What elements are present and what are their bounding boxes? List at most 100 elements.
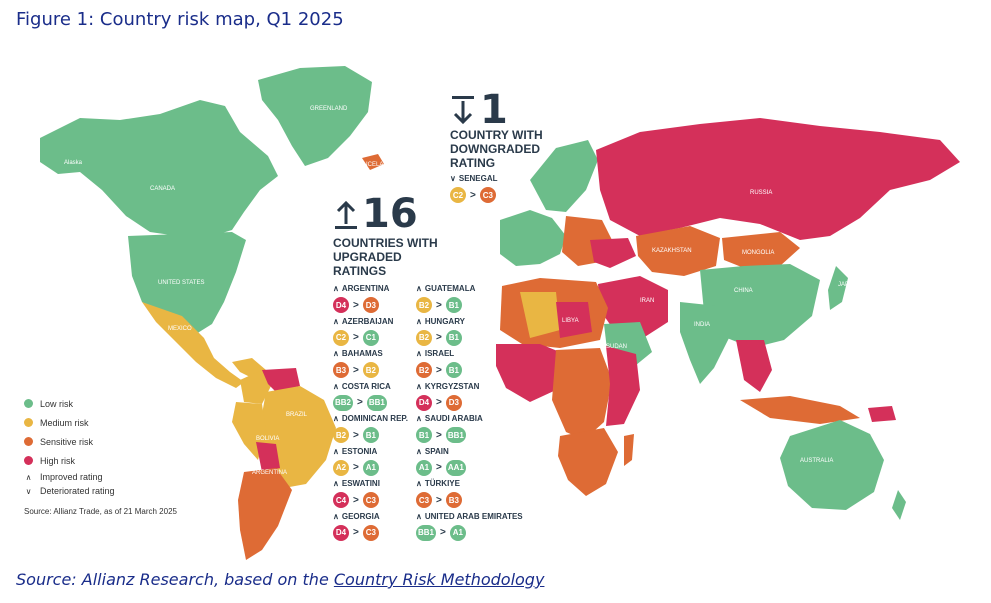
caret-up-icon: ∧ xyxy=(333,381,339,391)
caret-up-icon: ∧ xyxy=(333,349,339,358)
caret-up-icon: ∧ xyxy=(416,479,422,488)
ukraine-shape xyxy=(590,238,636,268)
arrow-right-icon: > xyxy=(357,397,363,408)
rating-from-chip: B1 xyxy=(416,427,432,443)
png-shape xyxy=(868,406,896,422)
upgrade-entry: ∧ DOMINICAN REP. B2 > B1 xyxy=(333,414,413,443)
arrow-right-icon: > xyxy=(440,527,446,538)
rating-to-chip: BB1 xyxy=(445,427,466,443)
entry-country: ESWATINI xyxy=(341,479,380,488)
downgraded-title-1: COUNTRY WITH xyxy=(450,128,543,142)
world-risk-map: GREENLAND Alaska CANADA UNITED STATES ME… xyxy=(40,66,960,560)
caret-up-icon: ∧ xyxy=(333,414,339,423)
rating-from-chip: B2 xyxy=(416,329,432,346)
rating-to-chip: A1 xyxy=(449,524,466,541)
entry-country: ARGENTINA xyxy=(341,284,390,293)
downgraded-title-2: DOWNGRADED xyxy=(450,142,540,156)
rating-to-chip: C3 xyxy=(362,492,379,508)
source-line: Source: Allianz Research, based on the C… xyxy=(16,570,544,589)
entry-country: UNITED ARAB EMIRATES xyxy=(424,511,523,521)
western-europe-shape xyxy=(500,210,566,266)
caret-up-icon: ∧ xyxy=(416,381,422,391)
china-label: CHINA xyxy=(734,288,753,294)
rating-from-chip: C3 xyxy=(416,492,432,508)
legend-improved: ∧ Improved rating xyxy=(24,470,115,484)
arrow-right-icon: > xyxy=(436,462,442,473)
upgrade-entry: ∧ HUNGARY B2 > B1 xyxy=(416,317,496,346)
legend-deteriorated-label: Deteriorated rating xyxy=(40,486,115,496)
alaska-label: Alaska xyxy=(64,160,83,166)
arrow-right-icon: > xyxy=(353,299,359,311)
china-shape xyxy=(700,264,820,348)
rating-from-chip: D4 xyxy=(333,524,349,541)
entry-country: ISRAEL xyxy=(424,349,455,358)
rating-from-chip: A2 xyxy=(333,459,349,476)
bolivia-shape xyxy=(256,442,280,472)
japan-shape xyxy=(828,266,848,310)
upgrade-entry: ∧ KYRGYZSTAN D4 > D3 xyxy=(416,382,496,411)
colombia-shape xyxy=(240,370,272,404)
rating-from-chip: B2 xyxy=(333,427,349,443)
brazil-label: BRAZIL xyxy=(286,412,308,418)
rating-from-chip: A1 xyxy=(416,459,432,476)
arrow-right-icon: > xyxy=(353,462,359,473)
central-africa-shape xyxy=(552,348,612,440)
russia-label: RUSSIA xyxy=(750,190,772,196)
methodology-link[interactable]: Country Risk Methodology xyxy=(333,570,545,589)
rating-to-chip: B1 xyxy=(445,329,462,346)
venezuela-shape xyxy=(262,368,300,392)
japan-label: JAPAN xyxy=(838,282,857,288)
caret-up-icon: ∧ xyxy=(333,479,339,488)
arrow-right-icon: > xyxy=(436,429,442,441)
downgrade-entry: ∨ SENEGAL C2 > C3 xyxy=(450,174,530,203)
entry-country: AZERBAIJAN xyxy=(341,316,394,326)
australia-label: AUSTRALIA xyxy=(800,458,833,464)
arrow-right-icon: > xyxy=(436,332,442,343)
argentina-label: ARGENTINA xyxy=(252,470,287,476)
caret-up-icon: ∧ xyxy=(333,284,339,293)
madagascar-shape xyxy=(624,434,634,466)
downgraded-count: 1 xyxy=(480,87,508,133)
upgraded-count: 16 xyxy=(362,191,418,237)
rating-from-chip: C4 xyxy=(333,492,349,508)
upgrade-entry: ∧ COSTA RICA BB2 > BB1 xyxy=(333,382,413,411)
iran-label: IRAN xyxy=(640,298,654,304)
upgrade-entry: ∧ SPAIN A1 > AA1 xyxy=(416,447,496,476)
india-shape xyxy=(680,302,730,384)
kazakhstan-label: KAZAKHSTAN xyxy=(652,248,692,254)
upgraded-title-2: UPGRADED xyxy=(333,250,402,264)
caret-up-icon: ∧ xyxy=(333,446,339,456)
entry-country: BAHAMAS xyxy=(341,349,383,358)
legend-label: Low risk xyxy=(40,398,74,409)
rating-from-chip: BB2 xyxy=(333,394,354,411)
upgraded-title-3: RATINGS xyxy=(333,264,387,278)
legend-dot-high xyxy=(24,456,33,465)
rating-to-chip: D3 xyxy=(362,297,379,313)
arrow-right-icon: > xyxy=(353,429,359,441)
legend-medium: Medium risk xyxy=(24,413,115,432)
russia-shape xyxy=(596,118,960,240)
caret-up-icon: ∧ xyxy=(416,284,422,293)
caret-down-icon: ∨ xyxy=(25,486,32,496)
rating-to-chip: AA1 xyxy=(445,459,466,476)
arrow-right-icon: > xyxy=(470,189,476,201)
upgraded-title-1: COUNTRIES WITH xyxy=(333,236,438,250)
legend-label: Sensitive risk xyxy=(40,436,94,447)
southern-africa-shape xyxy=(558,428,618,496)
downgraded-title-3: RATING xyxy=(450,156,496,170)
legend-high: High risk xyxy=(24,451,115,470)
entry-country: TÜRKIYE xyxy=(424,479,460,488)
indonesia-shape xyxy=(740,396,860,424)
legend-improved-label: Improved rating xyxy=(40,472,103,482)
morocco-algeria-shape xyxy=(520,292,560,338)
upgrade-entry: ∧ AZERBAIJAN C2 > C1 xyxy=(333,317,413,346)
arrow-right-icon: > xyxy=(436,494,442,506)
east-africa-shape xyxy=(606,346,640,426)
greenland-label: GREENLAND xyxy=(310,106,348,112)
caret-up-icon: ∧ xyxy=(25,472,32,482)
rating-from-chip: C2 xyxy=(333,329,349,346)
mexico-shape xyxy=(142,302,244,388)
rating-from-chip: D4 xyxy=(416,394,432,411)
figure-title: Figure 1: Country risk map, Q1 2025 xyxy=(16,9,344,30)
caret-up-icon: ∧ xyxy=(333,511,339,521)
